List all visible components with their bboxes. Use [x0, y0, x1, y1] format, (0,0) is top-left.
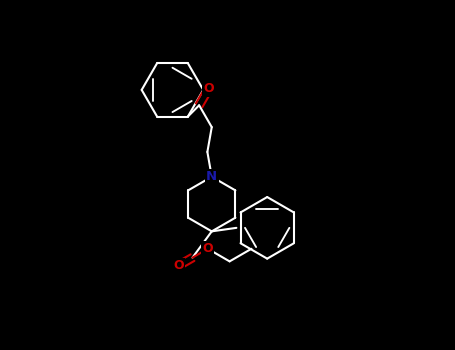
Text: N: N	[206, 170, 217, 183]
Text: O: O	[203, 82, 214, 96]
Text: O: O	[173, 259, 184, 272]
Text: O: O	[202, 242, 213, 255]
